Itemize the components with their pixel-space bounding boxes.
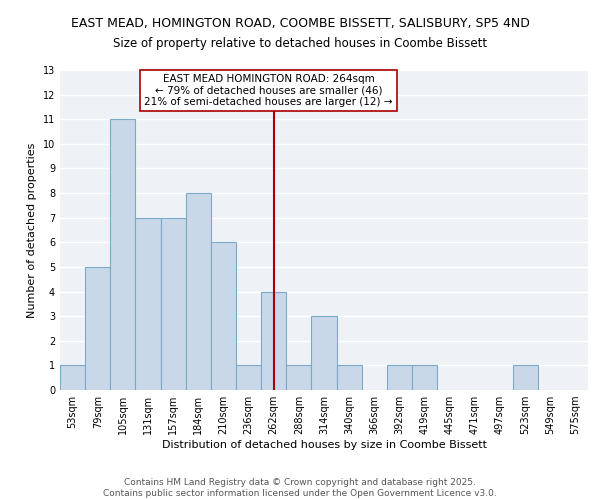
Bar — [85, 267, 110, 390]
Bar — [236, 366, 261, 390]
Bar — [311, 316, 337, 390]
Bar — [261, 292, 286, 390]
Text: Size of property relative to detached houses in Coombe Bissett: Size of property relative to detached ho… — [113, 38, 487, 51]
Text: EAST MEAD, HOMINGTON ROAD, COOMBE BISSETT, SALISBURY, SP5 4ND: EAST MEAD, HOMINGTON ROAD, COOMBE BISSET… — [71, 18, 529, 30]
X-axis label: Distribution of detached houses by size in Coombe Bissett: Distribution of detached houses by size … — [161, 440, 487, 450]
Bar — [60, 366, 85, 390]
Text: EAST MEAD HOMINGTON ROAD: 264sqm
← 79% of detached houses are smaller (46)
21% o: EAST MEAD HOMINGTON ROAD: 264sqm ← 79% o… — [145, 74, 393, 107]
Bar — [161, 218, 186, 390]
Bar — [387, 366, 412, 390]
Bar — [512, 366, 538, 390]
Y-axis label: Number of detached properties: Number of detached properties — [27, 142, 37, 318]
Bar — [211, 242, 236, 390]
Bar — [186, 193, 211, 390]
Bar — [110, 119, 136, 390]
Bar — [412, 366, 437, 390]
Bar — [337, 366, 362, 390]
Bar — [136, 218, 161, 390]
Bar — [286, 366, 311, 390]
Text: Contains HM Land Registry data © Crown copyright and database right 2025.
Contai: Contains HM Land Registry data © Crown c… — [103, 478, 497, 498]
